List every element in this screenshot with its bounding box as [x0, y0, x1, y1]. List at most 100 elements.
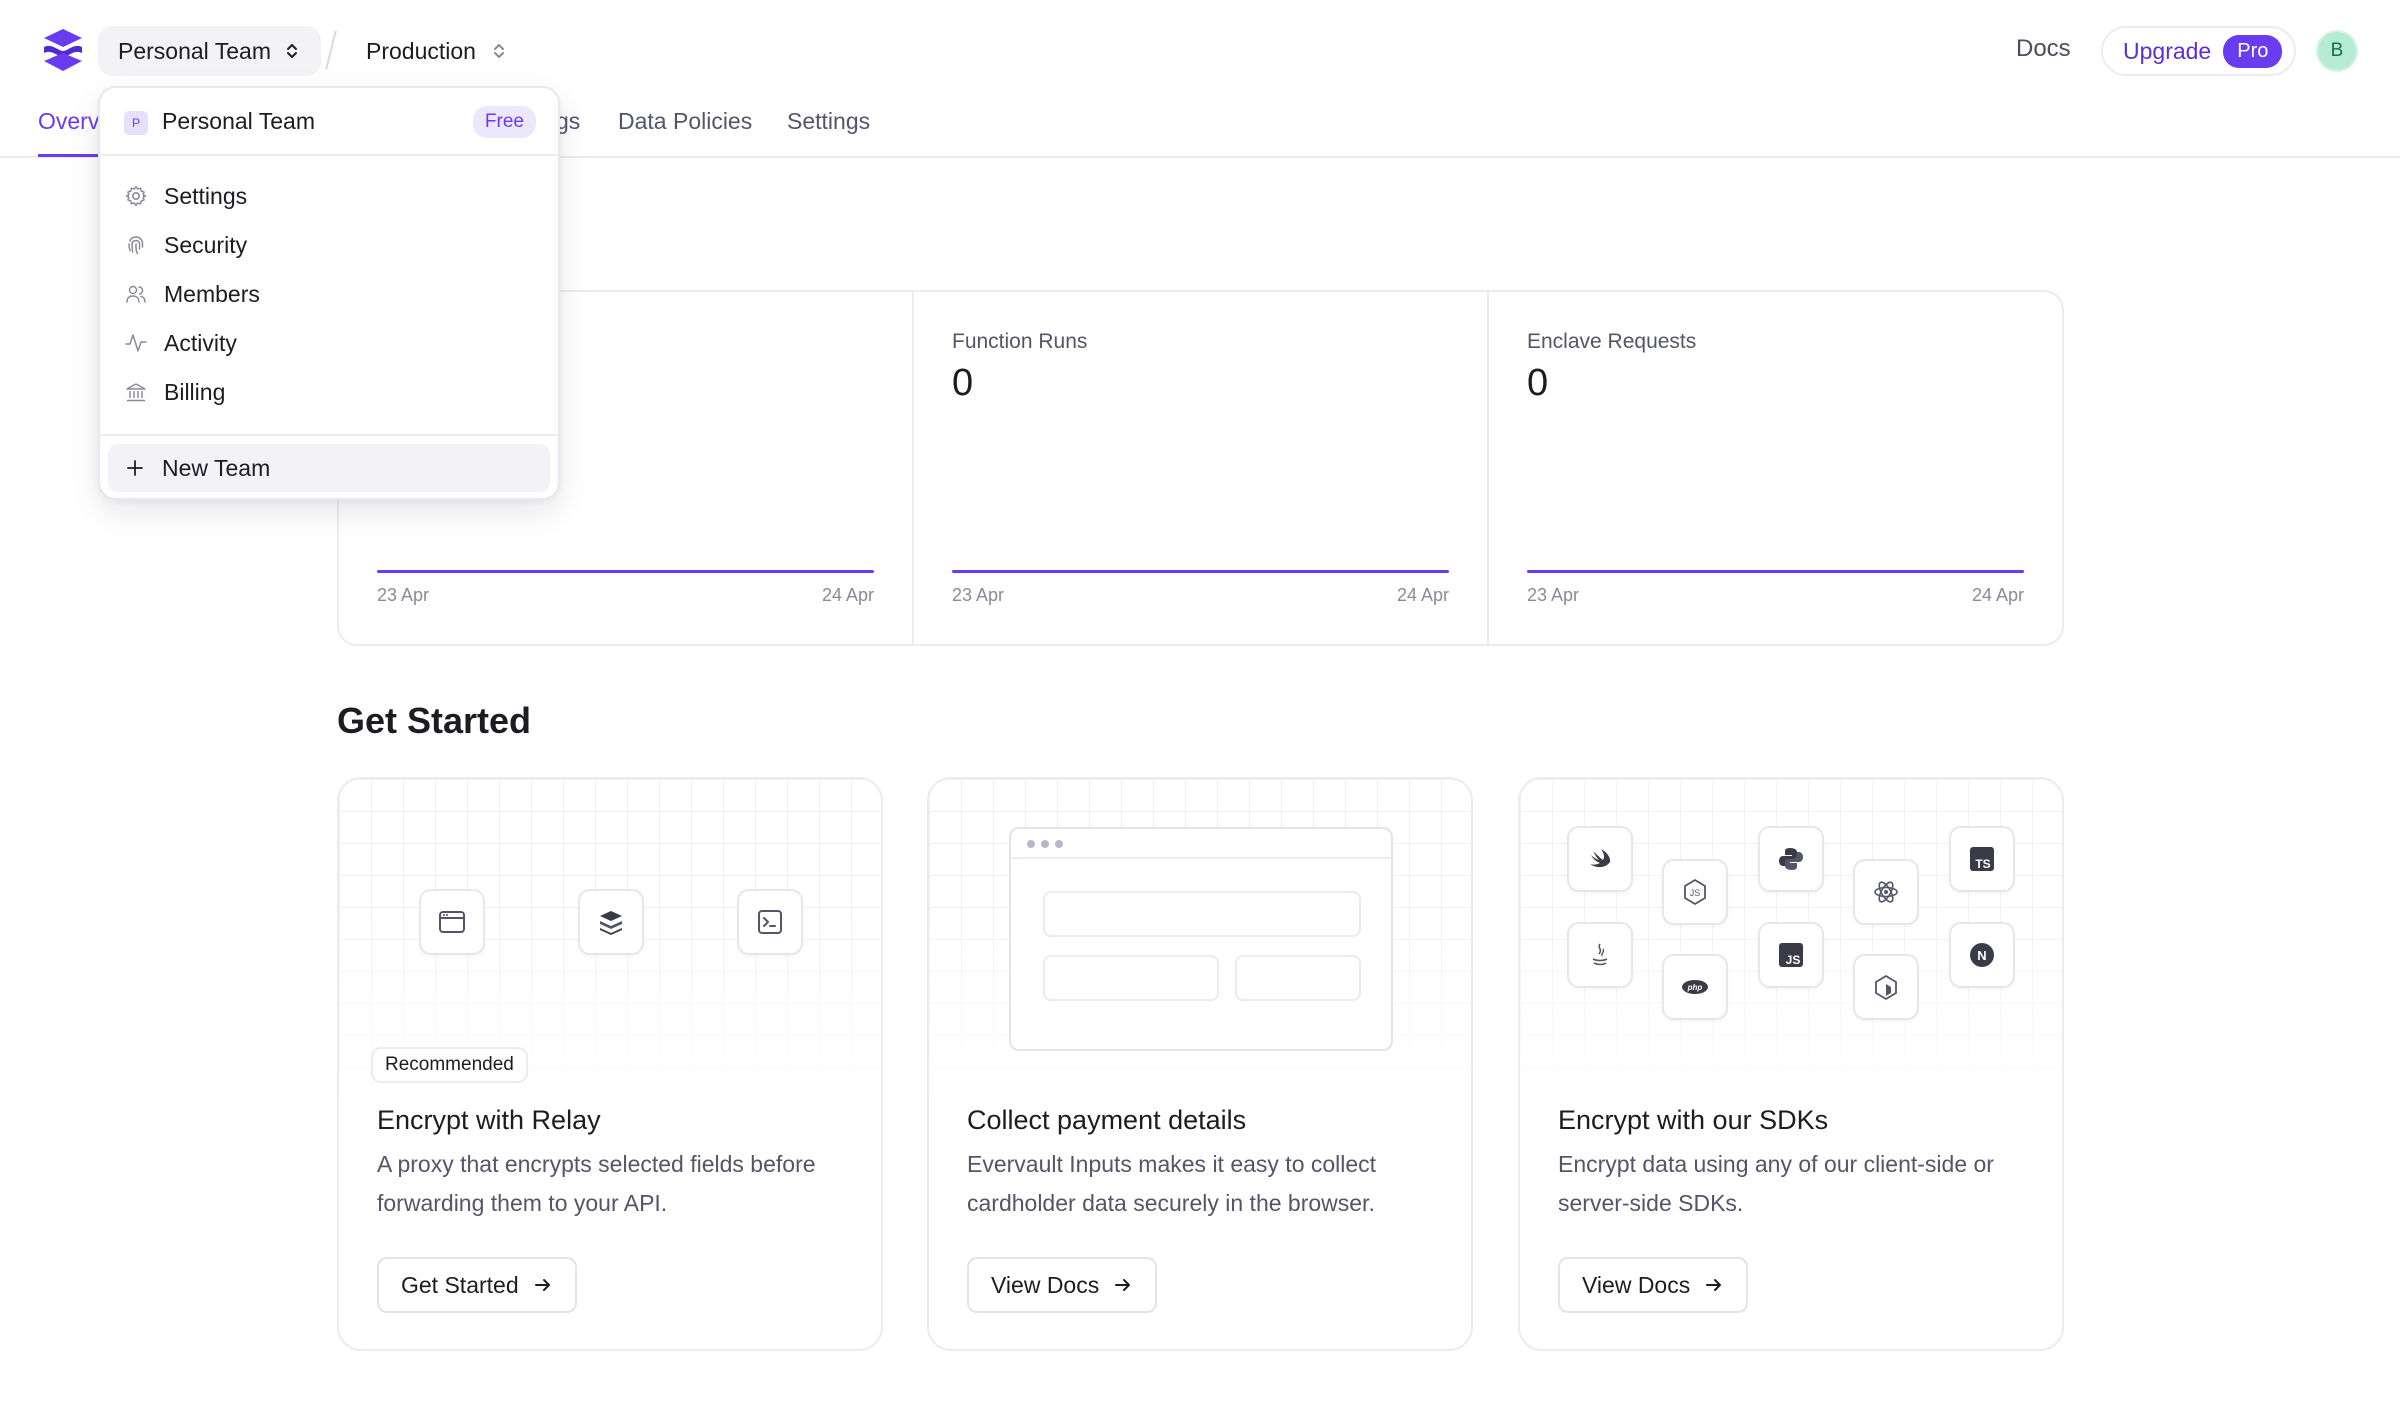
- stat-x-start: 23 Apr: [1527, 585, 1580, 605]
- stat-card-function-runs: Function Runs 0 23 Apr 24 Apr: [914, 292, 1489, 644]
- typescript-icon: TS: [1949, 826, 2015, 892]
- stat-x-end: 24 Apr: [1971, 585, 2024, 605]
- recommended-badge: Recommended: [371, 1047, 528, 1083]
- stat-x-end: 24 Apr: [1396, 585, 1449, 605]
- fingerprint-icon: [128, 236, 144, 255]
- team-switcher-label: Personal Team: [118, 37, 271, 64]
- current-team-name: Personal Team: [162, 108, 315, 134]
- team-dropdown-menu: P Personal Team Free Settings Security M…: [98, 86, 560, 500]
- browser-mockup: [1009, 827, 1393, 1051]
- stat-card-enclave-requests: Enclave Requests 0 23 Apr 24 Apr: [1489, 292, 2062, 644]
- window-dot: [1041, 840, 1049, 848]
- plus-icon: [127, 460, 143, 476]
- javascript-icon: JS: [1758, 922, 1824, 988]
- tab-data-policies[interactable]: Data Policies: [618, 108, 753, 134]
- environment-label: Production: [366, 37, 476, 64]
- nodejs-icon: JS: [1662, 859, 1728, 925]
- svg-text:N: N: [1977, 948, 1986, 963]
- view-docs-button[interactable]: View Docs: [967, 1257, 1158, 1313]
- stat-x-start: 23 Apr: [377, 585, 430, 605]
- card-title: Collect payment details: [967, 1105, 1247, 1135]
- evervault-stack-icon: [578, 889, 644, 955]
- bank-icon: [126, 383, 146, 402]
- environment-switcher-button[interactable]: Production: [346, 26, 526, 76]
- card-encrypt-relay: Recommended Encrypt with Relay A proxy t…: [337, 777, 883, 1351]
- pro-badge: Pro: [2223, 34, 2283, 68]
- menu-item-billing[interactable]: Billing: [124, 372, 225, 412]
- card-collect-payment: Collect payment details Evervault Inputs…: [927, 777, 1473, 1351]
- stat-label: Function Runs: [952, 330, 1088, 353]
- stat-x-end: 24 Apr: [821, 585, 874, 605]
- gear-icon: [125, 185, 147, 207]
- button-label: View Docs: [991, 1271, 1100, 1298]
- active-tab-indicator: [38, 154, 112, 157]
- stat-x-start: 23 Apr: [952, 585, 1005, 605]
- mock-expiry-field: [1043, 955, 1219, 1001]
- menu-item-label: Security: [164, 231, 248, 258]
- breadcrumb-separator: [325, 30, 337, 70]
- get-started-heading: Get Started: [337, 700, 532, 741]
- svg-text:php: php: [1687, 983, 1703, 992]
- activity-icon: [125, 334, 147, 352]
- stat-chart-line: [1527, 570, 2024, 573]
- menu-item-activity[interactable]: Activity: [124, 323, 237, 363]
- stat-card: 23 Apr 24 Apr: [339, 292, 914, 644]
- arrow-right-icon: [1706, 1279, 1722, 1291]
- window-dot: [1055, 840, 1063, 848]
- docs-link[interactable]: Docs: [2016, 35, 2071, 62]
- stat-chart-line: [377, 570, 874, 573]
- ruby-icon: [1853, 954, 1919, 1020]
- dropdown-current-team[interactable]: P Personal Team Free: [100, 88, 558, 156]
- usage-stats-panel: 23 Apr 24 Apr Function Runs 0 23 Apr 24 …: [337, 290, 2064, 646]
- team-switcher-button[interactable]: Personal Team: [98, 26, 321, 76]
- mock-cvc-field: [1235, 955, 1361, 1001]
- team-avatar: P: [124, 111, 148, 135]
- react-icon: [1853, 859, 1919, 925]
- python-icon: [1758, 826, 1824, 892]
- menu-item-members[interactable]: Members: [124, 274, 260, 314]
- evervault-logo-icon[interactable]: [38, 25, 88, 75]
- chevron-up-down-icon: [287, 44, 297, 58]
- menu-item-label: Billing: [164, 378, 226, 405]
- card-description: Evervault Inputs makes it easy to collec…: [967, 1151, 1377, 1216]
- browser-icon: [419, 889, 485, 955]
- menu-item-label: Activity: [164, 329, 237, 356]
- arrow-right-icon: [534, 1279, 550, 1291]
- mock-card-number-field: [1043, 891, 1361, 937]
- upgrade-label: Upgrade: [2123, 37, 2212, 64]
- php-icon: php: [1662, 954, 1728, 1020]
- tab-settings[interactable]: Settings: [787, 108, 871, 134]
- terminal-icon: [737, 889, 803, 955]
- menu-item-label: Members: [164, 280, 260, 307]
- user-avatar[interactable]: B: [2316, 30, 2358, 72]
- get-started-button[interactable]: Get Started: [377, 1257, 577, 1313]
- plan-badge: Free: [472, 106, 536, 138]
- stat-label: Enclave Requests: [1527, 330, 1697, 353]
- tab-logs[interactable]: gs: [556, 108, 581, 134]
- swift-icon: [1567, 826, 1633, 892]
- card-title: Encrypt with our SDKs: [1558, 1105, 1829, 1135]
- stat-value: 0: [1527, 362, 1549, 404]
- card-description: Encrypt data using any of our client-sid…: [1558, 1151, 1994, 1216]
- new-team-button[interactable]: New Team: [108, 444, 550, 492]
- menu-item-label: Settings: [164, 182, 248, 209]
- upgrade-button[interactable]: Upgrade Pro: [2101, 26, 2297, 76]
- svg-text:JS: JS: [1690, 888, 1701, 898]
- card-description: A proxy that encrypts selected fields be…: [377, 1151, 816, 1216]
- menu-item-security[interactable]: Security: [124, 225, 247, 265]
- stat-value: 0: [952, 362, 974, 404]
- button-label: Get Started: [401, 1271, 519, 1298]
- nextjs-icon: N: [1949, 922, 2015, 988]
- window-dot: [1027, 840, 1035, 848]
- view-docs-button[interactable]: View Docs: [1558, 1257, 1749, 1313]
- svg-text:JS: JS: [1786, 953, 1801, 967]
- users-icon: [126, 285, 146, 303]
- card-title: Encrypt with Relay: [377, 1105, 601, 1135]
- button-label: View Docs: [1582, 1271, 1691, 1298]
- browser-mockup-bar: [1011, 829, 1391, 859]
- new-team-label: New Team: [162, 454, 271, 481]
- java-icon: [1567, 922, 1633, 988]
- stat-chart-line: [952, 570, 1449, 573]
- menu-item-settings[interactable]: Settings: [124, 176, 247, 216]
- chevron-up-down-icon: [493, 44, 504, 58]
